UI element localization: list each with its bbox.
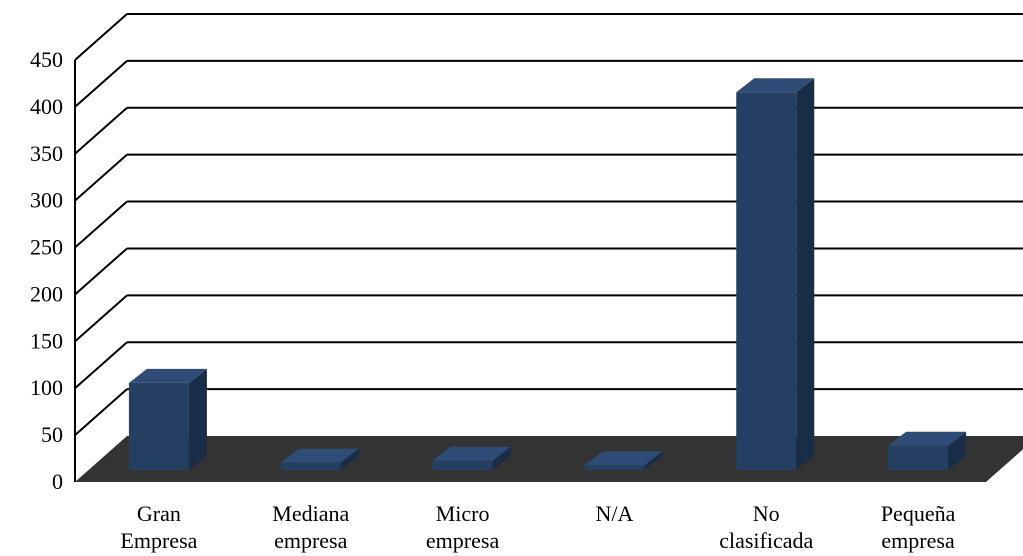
bar [584,451,663,470]
y-tick-label: 350 [30,141,63,166]
bars [128,78,967,470]
category-label: No clasificada [719,501,813,553]
bar-side [492,446,511,470]
bar-front [432,460,493,470]
bar-side [796,78,815,470]
category-label-line: Empresa [120,528,197,553]
bar-front [280,462,341,470]
y-tick-label: 400 [30,94,63,119]
bar-top [888,431,967,446]
bar-side [188,368,207,470]
gridline-diagonal [74,200,128,249]
bar-front [736,92,797,470]
bar [888,431,967,470]
floor-plane [75,436,1023,482]
gridline-diagonal [74,107,128,155]
bar-side [948,431,967,470]
category-label-line: Micro [436,501,490,526]
category-label: Pequeña empresa [881,501,956,553]
bar-side [644,451,663,470]
y-tick-label: 150 [30,328,63,353]
y-tick-label: 200 [30,281,63,306]
category-label: Gran Empresa [120,501,197,553]
bar-top [128,368,207,383]
gridline-diagonal [74,294,128,343]
gridlines [74,13,1023,436]
bar-front [584,465,645,470]
gridline-diagonal [74,388,128,436]
gridline-diagonal [74,341,128,389]
bar-front [128,382,189,470]
y-tick-label: 50 [41,422,63,447]
bar [280,448,359,470]
category-label: Micro empresa [426,501,500,553]
category-label: Mediana empresa [272,501,349,553]
bar-top [280,448,359,463]
category-label: N/A [595,501,633,526]
bar [736,78,815,470]
category-label-line: N/A [595,501,633,526]
y-tick-label: 450 [30,47,63,72]
category-label-line: Gran [137,501,181,526]
y-tick-label: 250 [30,235,63,260]
gridline-diagonal [74,153,128,202]
gridline-diagonal [74,13,128,61]
category-label-line: No [753,501,780,526]
bar-front [888,445,949,470]
category-label-line: empresa [426,528,500,553]
y-tick-label: 100 [30,375,63,400]
category-label-line: Mediana [272,501,349,526]
y-tick-labels: 0 50 100 150 200 250 300 350 400 450 [30,47,63,494]
y-tick-label: 0 [52,469,63,494]
bar [128,368,207,470]
chart-floor [75,436,1023,482]
category-label-line: empresa [274,528,348,553]
bar-top [584,451,663,466]
gridline-diagonal [74,60,128,108]
gridline-diagonal [74,247,128,296]
y-tick-label: 300 [30,188,63,213]
bar-top [432,446,511,461]
category-label-line: clasificada [719,528,813,553]
category-label-line: Pequeña [881,501,956,526]
category-label-line: empresa [881,528,955,553]
bar-top [736,78,815,93]
bar-side [340,448,359,470]
bar [432,446,511,470]
